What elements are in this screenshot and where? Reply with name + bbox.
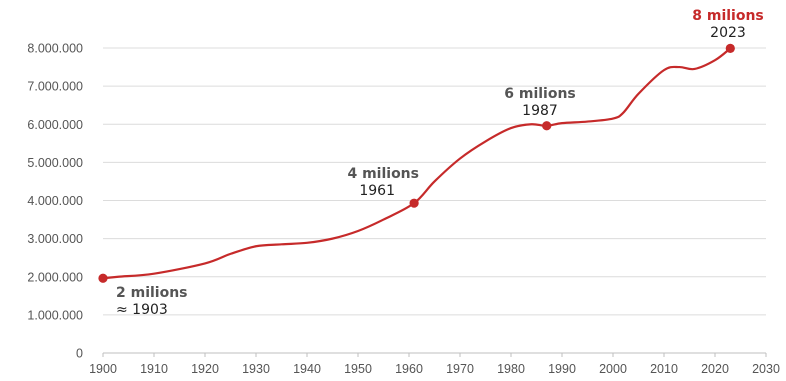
x-tick-label: 2010: [650, 362, 678, 376]
y-tick-label: 2.000.000: [27, 270, 83, 284]
x-tick-label: 2020: [701, 362, 729, 376]
annotation-year: ≈ 1903: [116, 302, 168, 318]
y-tick-label: 3.000.000: [27, 232, 83, 246]
y-tick-label: 5.000.000: [27, 156, 83, 170]
data-point-marker: [98, 273, 108, 283]
x-tick-label: 1960: [395, 362, 423, 376]
x-tick-label: 1950: [344, 362, 372, 376]
x-tick-label: 1930: [242, 362, 270, 376]
markers: [98, 43, 735, 283]
x-tick-label: 2030: [752, 362, 780, 376]
x-tick-label: 1940: [293, 362, 321, 376]
annotation-6-milions: 6 milions 1987: [504, 86, 576, 119]
annotation-2-milions: 2 milions ≈ 1903: [116, 285, 188, 318]
x-tick-label: 1910: [140, 362, 168, 376]
annotation-title: 8 milions: [692, 8, 764, 24]
annotation-title: 2 milions: [116, 285, 188, 301]
annotation-8-milions: 8 milions 2023: [692, 8, 764, 41]
y-tick-label: 1.000.000: [27, 308, 83, 322]
annotation-title: 6 milions: [504, 86, 576, 102]
x-tick-label: 1900: [89, 362, 117, 376]
data-point-marker: [542, 121, 552, 131]
x-tick-label: 2000: [599, 362, 627, 376]
y-axis-tick-labels: 0 1.000.000 2.000.000 3.000.000 4.000.000 5.0…: [27, 42, 83, 361]
annotation-year: 2023: [710, 25, 746, 41]
y-tick-label: 4.000.000: [27, 194, 83, 208]
x-axis-tick-labels: 1900 1910 1920 1930 1940 1950 1960 1970 1980 1990…: [89, 362, 780, 376]
grid-lines: [103, 47, 766, 316]
data-point-marker: [725, 43, 735, 53]
x-axis: [102, 352, 767, 357]
y-tick-label: 7.000.000: [27, 80, 83, 94]
annotation-year: 1961: [359, 183, 395, 199]
x-tick-label: 1920: [191, 362, 219, 376]
population-series-line: [101, 47, 732, 280]
x-tick-label: 1970: [446, 362, 474, 376]
y-tick-label: 0: [76, 347, 83, 361]
data-point-marker: [409, 198, 419, 208]
annotation-4-milions: 4 milions 1961: [347, 166, 419, 199]
y-tick-label: 6.000.000: [27, 118, 83, 132]
series: [101, 47, 732, 280]
x-tick-label: 1990: [548, 362, 576, 376]
annotation-year: 1987: [522, 103, 558, 119]
annotation-title: 4 milions: [347, 166, 419, 182]
y-tick-label: 8.000.000: [27, 42, 83, 56]
x-tick-label: 1980: [497, 362, 525, 376]
